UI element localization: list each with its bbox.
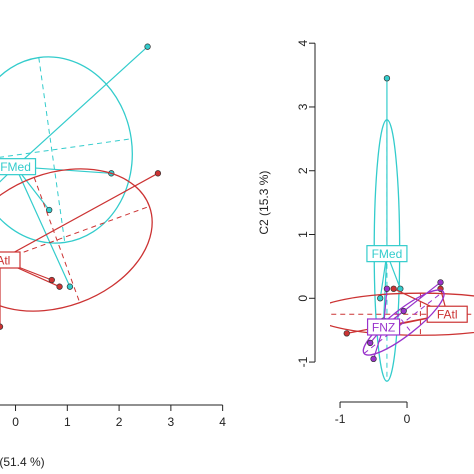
plot-area: FMed FAtl FNZ	[330, 75, 474, 382]
group-label-fatl: FAtl	[0, 251, 21, 269]
spoke-line	[0, 172, 159, 261]
data-point	[56, 283, 63, 290]
ellipse-axis-fmed	[38, 57, 66, 243]
data-point	[437, 279, 444, 286]
data-point	[400, 307, 407, 315]
data-point	[66, 283, 74, 290]
x-tick-label: 2	[116, 415, 123, 429]
group-label-fatl: FAtl	[426, 305, 468, 323]
group-label-box	[426, 305, 468, 323]
x-tick-label: 1	[64, 415, 71, 429]
y-tick-label: 0	[296, 295, 310, 302]
group-label-box	[0, 158, 37, 176]
data-point	[377, 295, 384, 302]
x-tick-label: 3	[168, 415, 175, 429]
group-label-box	[366, 245, 408, 263]
ellipse-axis-fatl	[33, 177, 81, 303]
plot-area: FMed FAtl	[0, 43, 162, 330]
spoke-line	[14, 166, 71, 287]
x-tick-label: 0	[404, 412, 411, 426]
x-tick-label: 0	[12, 415, 19, 429]
data-point	[144, 43, 151, 50]
ellipse-axis-fnz	[363, 291, 444, 354]
y-tick-label: -1	[296, 356, 310, 367]
group-label-text: FMed	[372, 247, 403, 261]
group-label-fnz: FNZ	[366, 318, 401, 336]
data-point	[383, 285, 391, 292]
group-label-box	[366, 318, 401, 336]
group-label-text: FAtl	[437, 308, 458, 322]
data-point	[0, 323, 4, 330]
y-tick-label: 2	[296, 167, 310, 174]
group-label-text: FNZ	[372, 320, 395, 334]
group-label-fmed: FMed	[366, 245, 408, 263]
y-axis-label: C2 (15.3 %)	[257, 171, 271, 235]
data-point	[48, 276, 55, 284]
data-point	[46, 206, 53, 214]
y-tick-label: 3	[296, 103, 310, 110]
y-tick-label: 4	[296, 40, 310, 47]
group-label-text: FMed	[0, 160, 31, 174]
x-axis-label: (51.4 %)	[0, 455, 45, 469]
ellipse-axis-fatl	[0, 205, 150, 262]
group-label-box	[0, 251, 21, 269]
x-tick-label: -1	[335, 412, 346, 426]
data-point	[343, 330, 350, 337]
y-tick-label: 1	[296, 231, 310, 238]
data-point	[390, 285, 397, 292]
data-point	[367, 339, 374, 347]
left-panel: FMed FAtl 0 1 2 3 4 (51.4 %)	[0, 43, 226, 469]
group-label-text: FAtl	[0, 254, 10, 268]
group-label-fmed: FMed	[0, 158, 37, 176]
data-point	[154, 170, 162, 177]
right-panel: FMed FAtl FNZ -1 0 -1 0 1 2 3 4 C2 (15.3 %)	[257, 40, 474, 426]
x-tick-label: 4	[219, 415, 226, 429]
data-point	[370, 355, 377, 363]
spoke-line	[15, 46, 148, 168]
ellipse-fmed	[0, 56, 133, 244]
ellipse-axis-fmed	[0, 138, 132, 158]
data-point	[383, 75, 391, 82]
